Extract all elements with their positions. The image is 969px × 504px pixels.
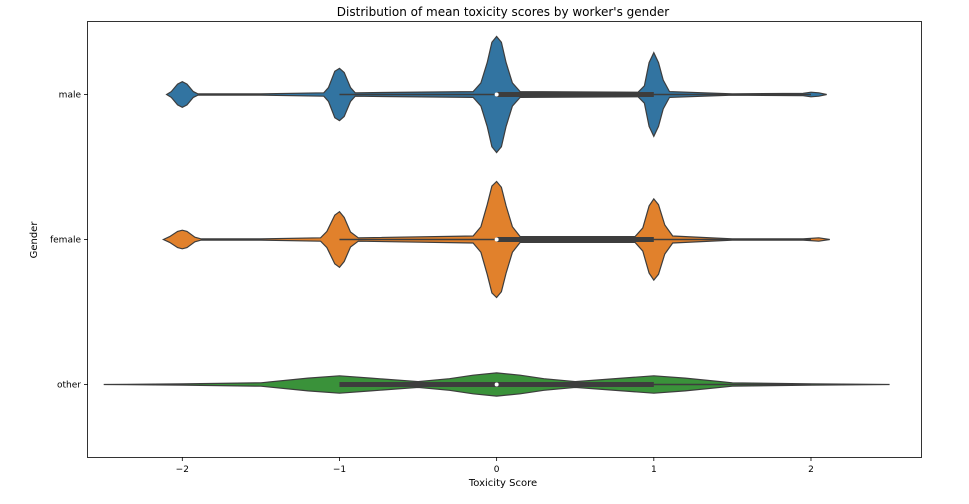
iqr-box-male [496, 92, 654, 97]
y-axis: male female other [50, 91, 88, 391]
iqr-box-female [496, 237, 654, 242]
y-tick-label: other [57, 381, 81, 391]
y-axis-label: Gender [29, 221, 40, 259]
x-tick-label: 0 [494, 465, 500, 475]
x-tick-label: 2 [808, 465, 814, 475]
plot-area [103, 35, 890, 397]
chart-title: Distribution of mean toxicity scores by … [337, 5, 669, 19]
y-tick-label: female [50, 236, 81, 246]
x-tick-label: −2 [176, 465, 189, 475]
x-tick-label: 1 [651, 465, 657, 475]
median-dot-other [494, 382, 499, 387]
median-dot-male [494, 92, 499, 97]
x-tick-label: −1 [333, 465, 346, 475]
median-dot-female [494, 237, 499, 242]
x-axis-label: Toxicity Score [468, 478, 537, 489]
y-tick-label: male [59, 91, 82, 101]
x-axis: −2 −1 0 1 2 [176, 457, 814, 475]
